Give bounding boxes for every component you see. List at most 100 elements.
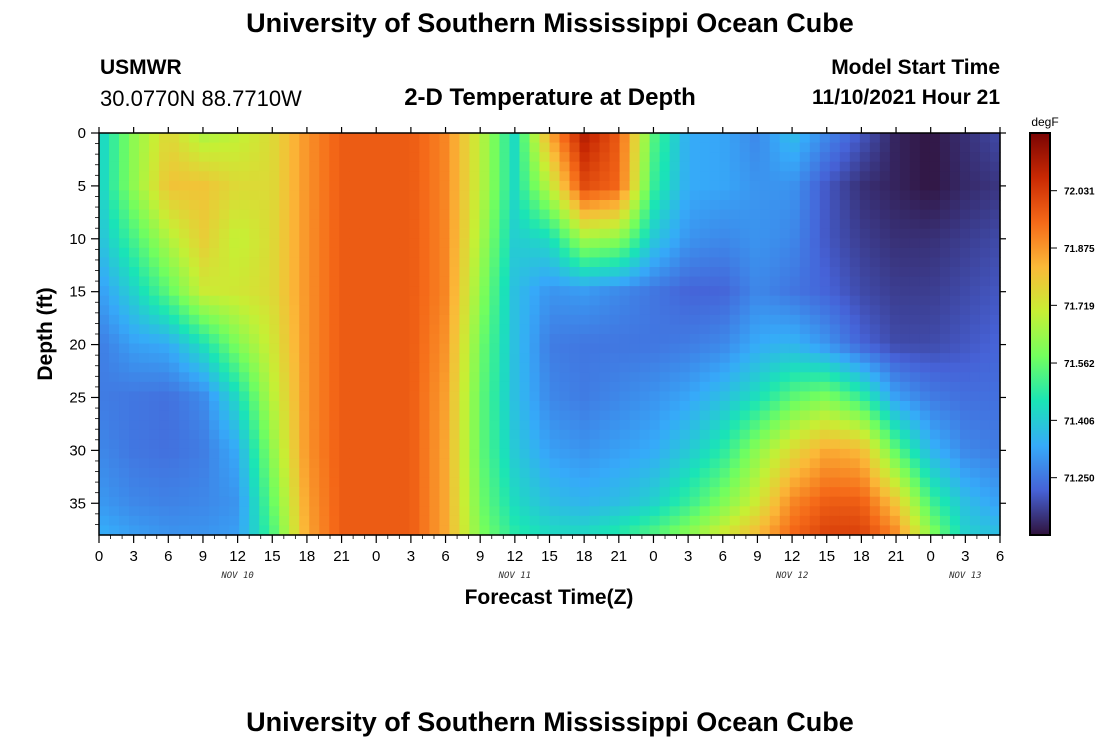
heatmap-cell	[569, 343, 581, 354]
heatmap-cell	[469, 276, 481, 287]
heatmap-cell	[269, 343, 280, 354]
heatmap-cell	[319, 267, 330, 278]
heatmap-cell	[159, 429, 170, 440]
heatmap-cell	[659, 286, 671, 297]
heatmap-cell	[979, 142, 991, 153]
heatmap-cell	[619, 305, 631, 316]
heatmap-cell	[809, 267, 821, 278]
heatmap-cell	[249, 190, 260, 201]
heatmap-cell	[869, 286, 881, 297]
heatmap-cell	[649, 190, 661, 201]
heatmap-cell	[129, 247, 140, 259]
heatmap-cell	[549, 324, 561, 335]
heatmap-cell	[99, 381, 110, 393]
heatmap-cell	[139, 200, 150, 211]
heatmap-cell	[239, 228, 250, 239]
heatmap-cell	[649, 410, 661, 421]
heatmap-cell	[159, 142, 170, 153]
heatmap-cell	[739, 200, 751, 211]
heatmap-cell	[989, 487, 1001, 498]
heatmap-cell	[399, 448, 410, 460]
heatmap-cell	[349, 200, 360, 211]
heatmap-cell	[989, 152, 1001, 163]
heatmap-cell	[579, 410, 591, 421]
heatmap-cell	[899, 410, 911, 421]
heatmap-cell	[359, 439, 370, 450]
heatmap-cell	[119, 247, 130, 259]
heatmap-cell	[789, 161, 801, 172]
heatmap-cell	[979, 295, 991, 306]
heatmap-cell	[529, 410, 541, 421]
heatmap-cell	[339, 180, 350, 192]
heatmap-cell	[479, 353, 491, 364]
heatmap-cell	[559, 334, 571, 345]
heatmap-cell	[609, 353, 621, 364]
heatmap-cell	[739, 343, 751, 354]
heatmap-cell	[499, 247, 511, 259]
heatmap-cell	[199, 161, 210, 172]
heatmap-cell	[249, 219, 260, 230]
heatmap-cell	[469, 439, 481, 450]
heatmap-cell	[909, 133, 921, 144]
heatmap-cell	[169, 381, 180, 393]
heatmap-cell	[969, 506, 981, 517]
heatmap-cell	[519, 209, 531, 220]
heatmap-cell	[799, 381, 811, 393]
heatmap-cell	[199, 429, 210, 440]
heatmap-cell	[209, 420, 220, 431]
heatmap-cell	[899, 391, 911, 402]
heatmap-cell	[169, 152, 180, 163]
heatmap-cell	[809, 381, 821, 393]
heatmap-cell	[749, 458, 761, 469]
heatmap-cell	[959, 295, 971, 306]
heatmap-cell	[179, 420, 190, 431]
heatmap-cell	[869, 200, 881, 211]
heatmap-cell	[109, 133, 120, 144]
heatmap-cell	[199, 152, 210, 163]
heatmap-cell	[819, 257, 831, 268]
heatmap-cell	[519, 286, 531, 297]
heatmap-cell	[159, 305, 170, 316]
heatmap-cell	[529, 391, 541, 402]
heatmap-cell	[629, 487, 641, 498]
heatmap-cell	[209, 362, 220, 373]
heatmap-cell	[629, 305, 641, 316]
heatmap-cell	[849, 219, 861, 230]
heatmap-cell	[919, 286, 931, 297]
heatmap-cell	[979, 381, 991, 393]
x-tick-label: 0	[372, 548, 380, 565]
heatmap-cell	[109, 334, 120, 345]
heatmap-cell	[709, 506, 721, 517]
heatmap-cell	[339, 247, 350, 259]
heatmap-cell	[519, 190, 531, 201]
heatmap-cell	[579, 420, 591, 431]
heatmap-cell	[959, 324, 971, 335]
heatmap-cell	[169, 200, 180, 211]
heatmap-cell	[989, 477, 1001, 488]
heatmap-cell	[509, 410, 521, 421]
heatmap-cell	[469, 343, 481, 354]
heatmap-cell	[129, 372, 140, 383]
heatmap-cell	[619, 487, 631, 498]
heatmap-cell	[859, 286, 871, 297]
heatmap-cell	[919, 343, 931, 354]
heatmap-cell	[619, 353, 631, 364]
heatmap-cell	[279, 468, 290, 479]
heatmap-cell	[649, 353, 661, 364]
heatmap-cell	[419, 257, 430, 268]
heatmap-cell	[229, 515, 240, 527]
heatmap-cell	[779, 142, 791, 153]
heatmap-cell	[549, 238, 561, 249]
heatmap-cell	[969, 228, 981, 239]
heatmap-cell	[259, 420, 270, 431]
heatmap-cell	[189, 171, 200, 182]
heatmap-cell	[889, 238, 901, 249]
heatmap-cell	[499, 525, 511, 536]
heatmap-cell	[789, 458, 801, 469]
heatmap-cell	[649, 324, 661, 335]
heatmap-cell	[99, 142, 110, 153]
heatmap-cell	[709, 496, 721, 507]
heatmap-cell	[879, 180, 891, 192]
heatmap-cell	[929, 401, 941, 412]
heatmap-cell	[919, 209, 931, 220]
